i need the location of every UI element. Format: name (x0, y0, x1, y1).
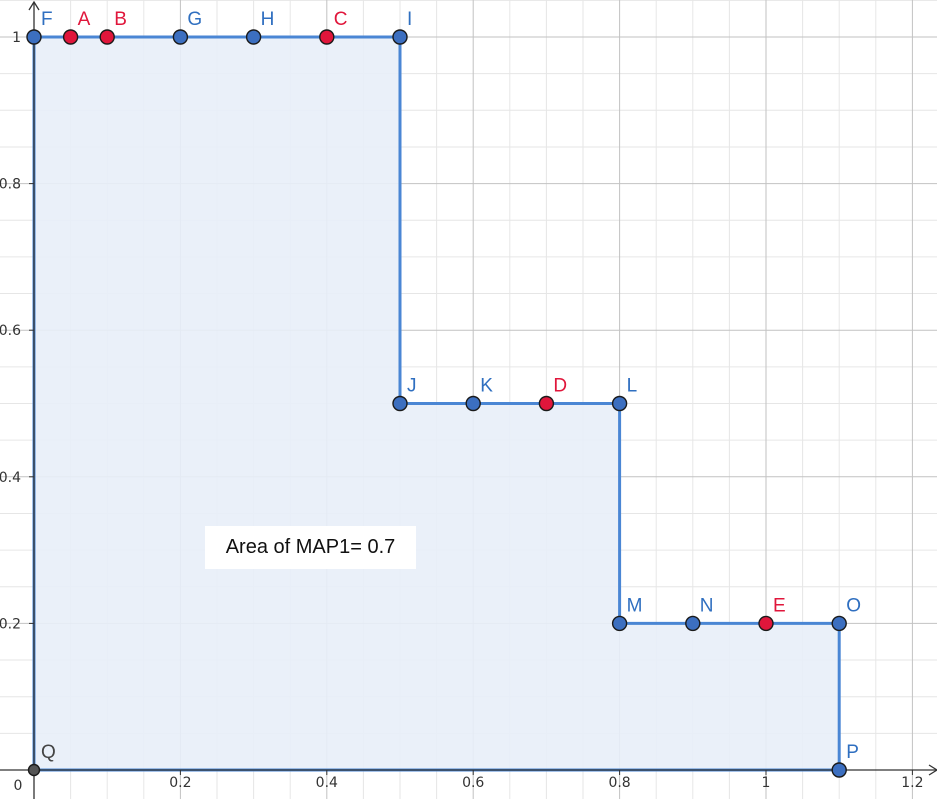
point-label-b: B (114, 9, 127, 30)
point-label-o: O (846, 595, 861, 616)
point-label-j: J (407, 376, 417, 397)
point-label-g: G (187, 9, 202, 30)
points-layer[interactable] (26, 29, 847, 778)
x-tick-label: 0.6 (462, 775, 484, 791)
x-tick-label: 1 (762, 775, 771, 791)
x-tick-label: 0.8 (608, 775, 630, 791)
point-e[interactable] (758, 615, 774, 632)
point-a[interactable] (62, 29, 79, 45)
y-tick-label: 0.6 (0, 323, 21, 339)
point-d[interactable] (538, 395, 555, 412)
point-j[interactable] (392, 395, 408, 412)
point-label-k: K (480, 376, 493, 397)
x-axis-arrow-icon (928, 764, 937, 776)
point-label-d: D (553, 376, 567, 397)
point-m[interactable] (611, 615, 628, 632)
point-f[interactable] (26, 29, 42, 45)
point-label-c: C (334, 9, 348, 30)
point-label-e: E (773, 595, 786, 616)
area-annotation[interactable]: Area of MAP1= 0.7 (205, 526, 416, 569)
point-label-n: N (700, 595, 714, 616)
point-label-l: L (627, 376, 638, 397)
point-n[interactable] (685, 615, 701, 632)
point-label-a: A (78, 9, 91, 30)
point-o[interactable] (831, 615, 847, 632)
y-tick-label: 0.8 (0, 177, 21, 193)
y-tick-label: 0.4 (0, 470, 21, 486)
x-tick-label: 0.4 (316, 775, 338, 791)
point-label-q: Q (41, 742, 56, 763)
y-axis-arrow-icon (28, 0, 40, 11)
point-p[interactable] (831, 762, 847, 778)
point-k[interactable] (465, 395, 481, 412)
point-label-p: P (846, 742, 859, 763)
point-h[interactable] (245, 29, 262, 45)
point-g[interactable] (172, 29, 189, 45)
point-l[interactable] (611, 395, 628, 412)
y-tick-label: 0.2 (0, 616, 21, 632)
point-label-m: M (627, 595, 643, 616)
point-label-h: H (261, 9, 275, 30)
point-labels: F A B G H C I J K D L M N E O P Q (41, 9, 861, 763)
x-tick-label: 0.2 (169, 775, 191, 791)
y-tick-label: 1 (12, 30, 21, 46)
x-tick-label: 1.2 (901, 775, 923, 791)
area-annotation-text: Area of MAP1= 0.7 (225, 536, 396, 558)
point-b[interactable] (99, 29, 115, 45)
point-label-f: F (41, 9, 53, 30)
point-c[interactable] (319, 29, 335, 45)
point-label-i: I (407, 9, 412, 30)
point-q[interactable] (27, 763, 41, 777)
point-i[interactable] (392, 29, 408, 45)
tick-labels: 0.2 0.4 0.6 0.8 1 1.2 0.2 0.4 0.6 0.8 1 0 (0, 30, 924, 794)
origin-label: 0 (14, 778, 23, 794)
